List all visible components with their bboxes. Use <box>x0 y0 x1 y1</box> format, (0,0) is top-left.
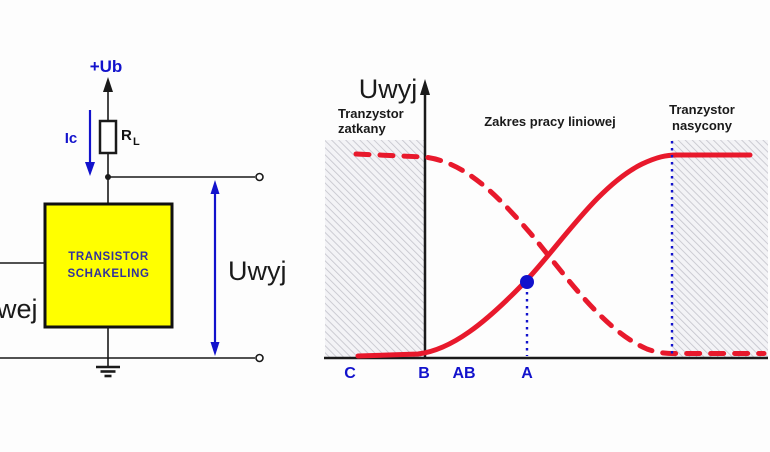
transfer-graph: Uwyj Tranzystor zatkany Zakres pracy lin… <box>324 74 768 382</box>
saturation-region-label-line2: nasycony <box>672 118 733 133</box>
tick-label-b: B <box>418 365 430 382</box>
linear-region-label: Zakres pracy liniowej <box>484 114 616 129</box>
block-label-line1: TRANSISTOR <box>68 251 149 263</box>
supply-arrow-icon <box>103 77 113 92</box>
circuit-schematic: +Ub Ic R L TRANSISTOR SCHAKELING wej <box>0 57 287 378</box>
input-voltage-label: wej <box>0 294 38 324</box>
resistor-label: R <box>121 127 132 144</box>
tick-label-a: A <box>521 365 533 382</box>
output-terminal-top <box>255 172 264 182</box>
cutoff-region-label-line1: Tranzystor <box>338 106 404 121</box>
supply-voltage-label: +Ub <box>90 57 123 76</box>
graph-y-axis-label: Uwyj <box>359 74 418 104</box>
tick-label-ab: AB <box>452 365 475 382</box>
block-label-line2: SCHAKELING <box>67 268 149 280</box>
resistor-symbol <box>98 119 118 155</box>
tick-label-c: C <box>344 365 356 382</box>
operating-point-dot <box>520 275 534 289</box>
cutoff-region-hatch <box>325 140 425 358</box>
output-span-arrow-top-icon <box>210 180 220 194</box>
saturation-region-label-line1: Tranzystor <box>669 102 735 117</box>
y-axis-arrow-icon <box>420 79 430 95</box>
cutoff-region-label-line2: zatkany <box>338 121 386 136</box>
resistor-subscript: L <box>133 136 140 148</box>
ground-icon <box>96 358 120 378</box>
saturation-region-hatch <box>672 140 768 358</box>
junction-dot <box>105 174 111 180</box>
output-terminal-bottom <box>255 353 264 363</box>
current-arrow-icon <box>85 162 95 176</box>
rising-transfer-curve <box>355 152 753 359</box>
output-voltage-label: Uwyj <box>228 256 287 286</box>
current-label: Ic <box>65 130 78 147</box>
output-span-arrow-bottom-icon <box>210 342 220 356</box>
falling-transfer-curve <box>353 151 767 356</box>
transistor-block <box>43 202 174 329</box>
